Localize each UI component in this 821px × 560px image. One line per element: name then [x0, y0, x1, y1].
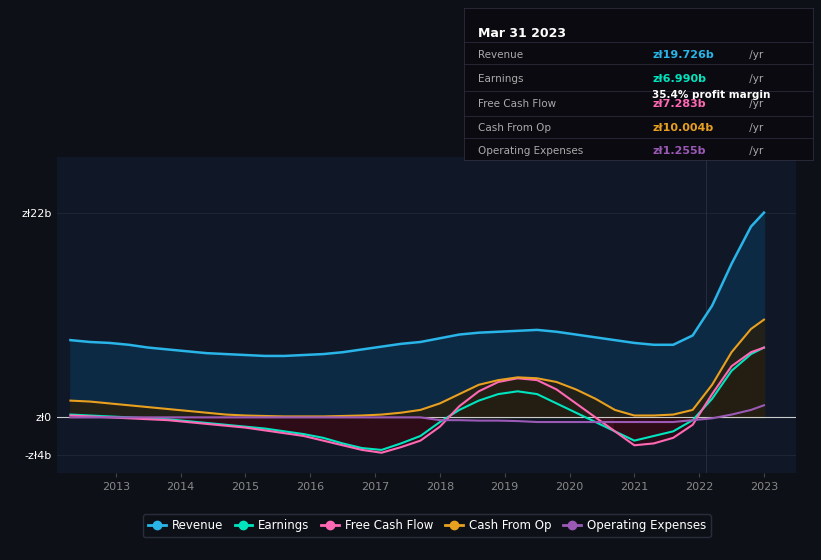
Text: zł6.990b: zł6.990b [653, 74, 706, 83]
Text: 35.4% profit margin: 35.4% profit margin [653, 90, 771, 100]
Text: /yr: /yr [746, 146, 764, 156]
Legend: Revenue, Earnings, Free Cash Flow, Cash From Op, Operating Expenses: Revenue, Earnings, Free Cash Flow, Cash … [143, 515, 711, 537]
Text: zł1.255b: zł1.255b [653, 146, 706, 156]
Text: Operating Expenses: Operating Expenses [478, 146, 583, 156]
Text: zł7.283b: zł7.283b [653, 99, 706, 109]
Text: /yr: /yr [746, 99, 764, 109]
Text: Cash From Op: Cash From Op [478, 123, 551, 133]
Text: /yr: /yr [746, 123, 764, 133]
Text: /yr: /yr [746, 50, 764, 60]
Text: Free Cash Flow: Free Cash Flow [478, 99, 556, 109]
Text: Mar 31 2023: Mar 31 2023 [478, 26, 566, 40]
Text: /yr: /yr [746, 74, 764, 83]
Text: zł10.004b: zł10.004b [653, 123, 713, 133]
Text: Revenue: Revenue [478, 50, 523, 60]
Text: zł19.726b: zł19.726b [653, 50, 714, 60]
Text: Earnings: Earnings [478, 74, 523, 83]
